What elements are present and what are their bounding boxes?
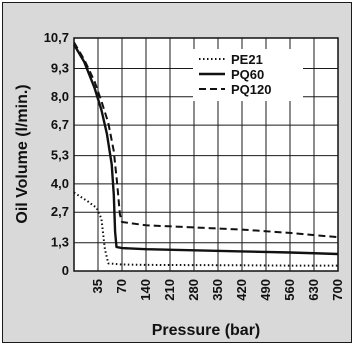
x-tick-label: 70 [114, 279, 129, 293]
legend-label-pe21: PE21 [231, 52, 263, 67]
x-tick-label: 280 [186, 279, 201, 301]
y-tick-label: 8,0 [51, 89, 69, 104]
y-tick-label: 6,7 [51, 117, 69, 132]
y-tick-label: 5,3 [51, 148, 69, 163]
y-tick-label: 0 [62, 263, 69, 278]
y-axis-title: Oil Volume (l/min.) [14, 84, 31, 223]
x-tick-label: 350 [210, 279, 225, 301]
chart-canvas: 0 1,3 2,7 4,0 5,3 6,7 8,0 9,3 10,7 35 70 140 210 280… [14, 30, 345, 339]
series-line-pq60 [72, 43, 339, 256]
x-tick-label: 700 [330, 279, 345, 301]
x-axis-title: Pressure (bar) [152, 322, 261, 339]
chart-frame: 0 1,3 2,7 4,0 5,3 6,7 8,0 9,3 10,7 35 70 140 210 280… [2, 2, 352, 343]
y-tick-label: 4,0 [51, 176, 69, 191]
series-line-pe21 [73, 191, 338, 267]
x-tick-label: 35 [90, 279, 105, 293]
x-tick-label: 630 [306, 279, 321, 301]
y-tick-label: 1,3 [51, 235, 69, 250]
x-tick-label: 210 [162, 279, 177, 301]
y-tick-label: 2,7 [51, 204, 69, 219]
x-tick-label: 560 [282, 279, 297, 301]
x-tick-label: 490 [258, 279, 273, 301]
series-lines [72, 41, 339, 267]
x-axis-ticks: 35 70 140 210 280 350 420 490 560 630 700 [90, 279, 345, 301]
x-tick-label: 420 [234, 279, 249, 301]
x-tick-label: 140 [138, 279, 153, 301]
legend-label-pq60: PQ60 [231, 67, 264, 82]
legend-label-pq120: PQ120 [231, 82, 271, 97]
y-tick-label: 10,7 [44, 30, 69, 45]
series-line-pq120 [73, 41, 339, 239]
y-tick-label: 9,3 [51, 60, 69, 75]
y-axis-ticks: 0 1,3 2,7 4,0 5,3 6,7 8,0 9,3 10,7 [44, 30, 69, 278]
